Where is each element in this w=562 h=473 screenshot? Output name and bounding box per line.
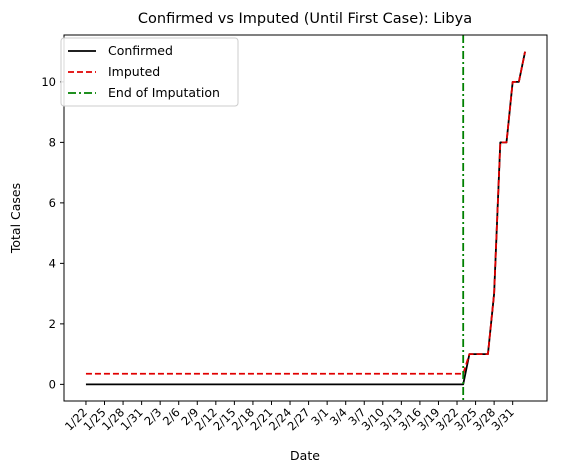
y-axis-label: Total Cases [8,183,23,254]
legend: Confirmed Imputed End of Imputation [60,37,239,107]
chart-title: Confirmed vs Imputed (Until First Case):… [138,11,472,27]
y-tick-label: 2 [49,317,56,331]
x-tick-label: 3/31 [489,405,517,433]
legend-label-imputed: Imputed [108,64,160,79]
y-tick-label: 10 [41,75,56,89]
y-tick-label: 4 [49,256,56,270]
plot-area [85,35,526,401]
legend-label-confirmed: Confirmed [108,43,173,58]
axis-ticks: 02468101/221/251/281/312/32/62/92/122/15… [41,75,516,434]
x-axis-label: Date [290,448,320,463]
y-tick-label: 8 [49,135,56,149]
series-line-confirmed [85,51,526,386]
legend-box [60,37,239,107]
y-tick-label: 0 [49,377,56,391]
plot-frame [63,34,548,402]
y-tick-label: 6 [49,196,56,210]
legend-label-end-of-imputation: End of Imputation [108,85,220,100]
series-line-imputed [85,51,526,375]
